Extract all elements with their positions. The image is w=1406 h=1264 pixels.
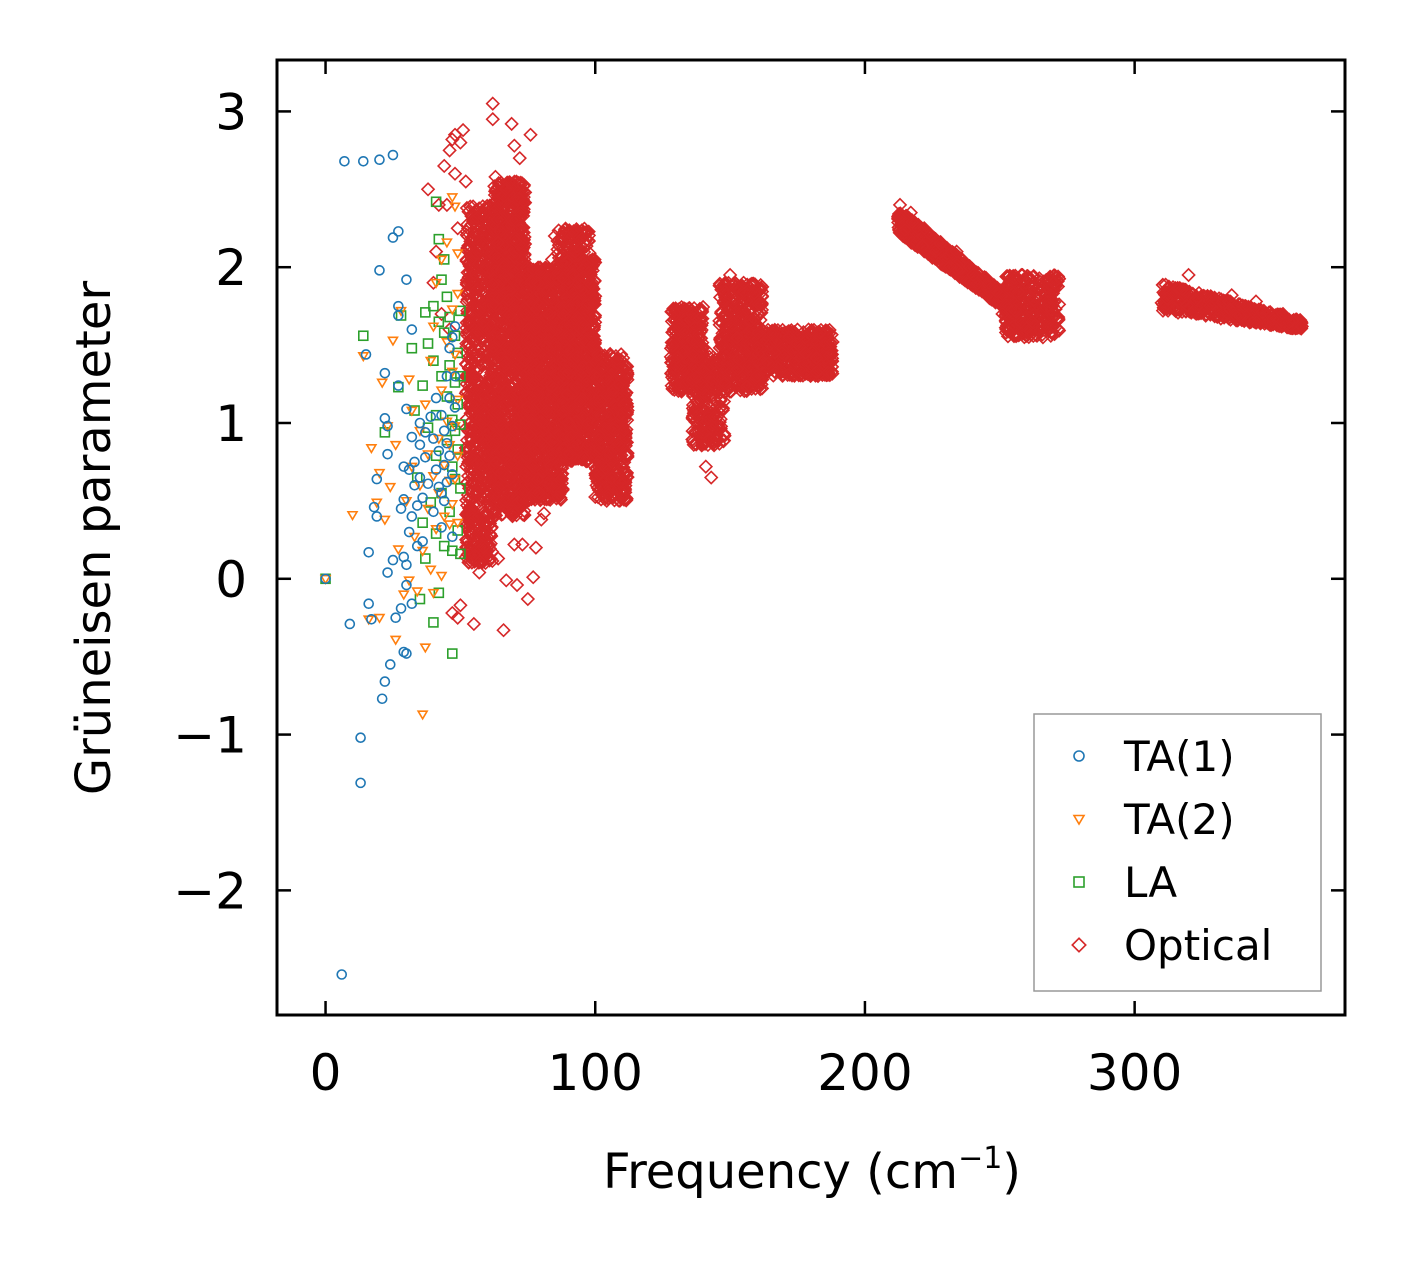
diamond-point (471, 466, 486, 482)
diamond-point (480, 514, 496, 530)
diamond-point (475, 235, 491, 251)
diamond-point (467, 396, 483, 411)
diamond-point (466, 209, 481, 224)
diamond-point (461, 242, 477, 258)
diamond-point (479, 542, 495, 557)
diamond-point (482, 541, 498, 556)
diamond-point (462, 442, 477, 457)
diamond-point (465, 334, 481, 350)
series-optical (420, 96, 1310, 638)
diamond-point (484, 528, 499, 544)
diamond-point (463, 318, 479, 334)
diamond-point (473, 410, 489, 426)
diamond-point (467, 390, 482, 405)
diamond-point (482, 553, 497, 568)
diamond-point (462, 315, 477, 331)
diamond-point (468, 282, 483, 298)
diamond-point (465, 214, 481, 229)
diamond-point (481, 478, 496, 494)
diamond-point (478, 259, 493, 274)
diamond-point (461, 555, 476, 570)
diamond-point (460, 306, 475, 321)
diamond-point (462, 273, 478, 289)
diamond-point (468, 419, 484, 435)
diamond-point (470, 530, 486, 546)
diamond-point (462, 255, 477, 270)
diamond-point (479, 551, 494, 566)
diamond-point (484, 519, 499, 535)
diamond-point (471, 478, 487, 494)
diamond-point (463, 516, 479, 532)
diamond-point (465, 378, 480, 394)
diamond-point (462, 415, 478, 430)
diamond-point (463, 406, 478, 421)
diamond-point (476, 539, 491, 555)
diamond-point (460, 286, 475, 301)
diamond-point (462, 337, 477, 352)
diamond-point (472, 303, 487, 319)
diamond-point (465, 511, 481, 527)
diamond-point (474, 461, 489, 476)
diamond-point (473, 438, 488, 453)
diamond-point (473, 316, 488, 331)
diamond-point (465, 199, 481, 214)
diamond-point (460, 422, 476, 438)
diamond-point (463, 382, 479, 398)
diamond-point (463, 199, 478, 214)
diamond-point (465, 259, 480, 275)
diamond-point (470, 486, 485, 502)
diamond-point (466, 453, 481, 468)
diamond-point (459, 243, 475, 258)
diamond-point (460, 217, 475, 232)
diamond-point (470, 455, 486, 470)
data-points (319, 96, 1310, 980)
diamond-point (466, 277, 482, 292)
diamond-point (461, 256, 477, 272)
diamond-point (465, 535, 480, 550)
diamond-point (465, 475, 480, 490)
diamond-point (466, 354, 481, 369)
diamond-point (463, 471, 479, 486)
diamond-point (469, 282, 485, 297)
diamond-point (476, 518, 491, 533)
